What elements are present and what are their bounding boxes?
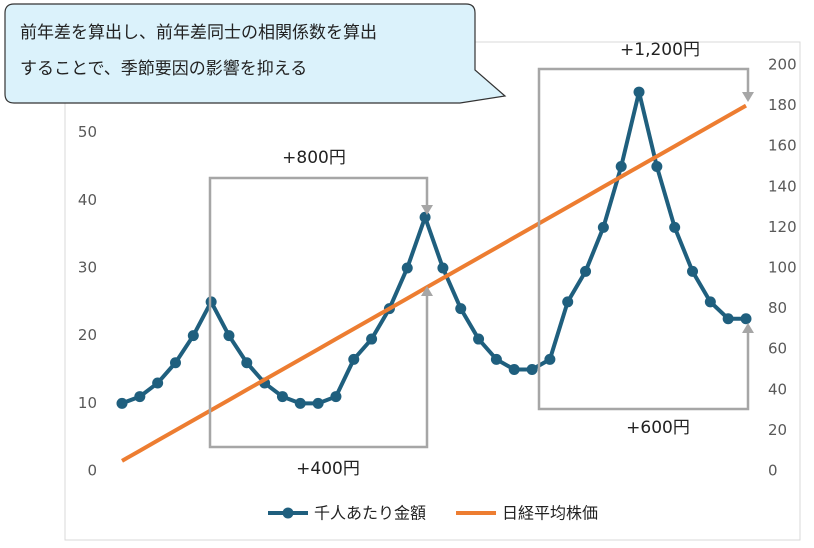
legend-label: 千人あたり金額 bbox=[314, 504, 426, 523]
y2-tick-label: 140 bbox=[768, 177, 797, 195]
y2-tick-label: 180 bbox=[768, 96, 797, 114]
point bbox=[241, 357, 253, 369]
point bbox=[455, 303, 467, 315]
point bbox=[562, 296, 574, 308]
legend-label: 日経平均株価 bbox=[502, 504, 598, 523]
point bbox=[366, 333, 378, 345]
y-tick-label: 30 bbox=[78, 259, 97, 277]
y2-tick-label: 120 bbox=[768, 218, 797, 236]
point bbox=[348, 353, 360, 365]
point bbox=[419, 211, 431, 223]
y2-tick-label: 160 bbox=[768, 137, 797, 155]
bracket bbox=[208, 176, 429, 300]
point bbox=[401, 262, 413, 274]
point bbox=[312, 397, 324, 409]
annotation: +400円 bbox=[296, 459, 360, 479]
chart-area bbox=[64, 41, 801, 541]
y2-tick-label: 20 bbox=[768, 421, 787, 439]
point bbox=[704, 296, 716, 308]
point bbox=[508, 364, 520, 375]
y2-tick-label: 80 bbox=[768, 299, 787, 317]
point bbox=[134, 391, 146, 403]
arrow bbox=[742, 323, 754, 333]
arrow bbox=[742, 92, 754, 102]
point bbox=[169, 357, 181, 369]
point bbox=[187, 330, 199, 342]
point bbox=[223, 330, 235, 342]
y-tick-label: 50 bbox=[78, 123, 97, 141]
y-tick-label: 10 bbox=[78, 394, 97, 412]
callout bbox=[4, 3, 507, 104]
annotation: +800円 bbox=[282, 148, 346, 168]
legend-marker bbox=[282, 507, 294, 519]
annotation: +600円 bbox=[626, 418, 690, 438]
point bbox=[473, 333, 485, 345]
arrow bbox=[421, 205, 433, 215]
plot: 0 10 20 30 40 50 0 20 40 60 80 100 120 140 160 180 200 bbox=[78, 56, 797, 480]
callout-text: 前年差を算出し、前年差同士の相関係数を算出 bbox=[20, 23, 377, 43]
y-tick-label: 40 bbox=[78, 191, 97, 209]
point bbox=[544, 353, 556, 365]
legend: 千人あたり金額 日経平均株価 bbox=[268, 504, 598, 523]
point bbox=[740, 313, 752, 325]
point bbox=[633, 86, 645, 98]
y-tick-label: 20 bbox=[78, 326, 97, 344]
y2-tick-label: 0 bbox=[768, 462, 778, 480]
point bbox=[722, 313, 734, 325]
point bbox=[490, 353, 502, 365]
point bbox=[437, 262, 449, 274]
point bbox=[276, 391, 288, 403]
bracket bbox=[537, 220, 750, 411]
y2-tick-label: 40 bbox=[768, 380, 787, 398]
y-tick-label: 0 bbox=[87, 462, 97, 480]
arrow bbox=[421, 286, 433, 296]
y2-tick-label: 100 bbox=[768, 259, 797, 277]
point bbox=[651, 161, 663, 172]
bracket bbox=[208, 293, 429, 449]
y2-tick-label: 60 bbox=[768, 340, 787, 358]
series-line bbox=[121, 103, 747, 463]
point bbox=[615, 161, 627, 172]
point bbox=[116, 397, 128, 409]
brackets bbox=[208, 67, 754, 449]
point bbox=[580, 265, 592, 277]
series-line bbox=[121, 91, 746, 406]
point bbox=[597, 221, 609, 233]
point bbox=[526, 364, 538, 375]
point bbox=[669, 221, 681, 233]
annotation: +1,200円 bbox=[620, 40, 700, 60]
point bbox=[330, 391, 342, 403]
callout-text: することで、季節要因の影響を抑える bbox=[20, 59, 307, 79]
point bbox=[687, 265, 699, 277]
bracket bbox=[537, 67, 750, 220]
point bbox=[294, 397, 306, 409]
point bbox=[152, 377, 164, 389]
y2-tick-label: 200 bbox=[768, 56, 797, 74]
